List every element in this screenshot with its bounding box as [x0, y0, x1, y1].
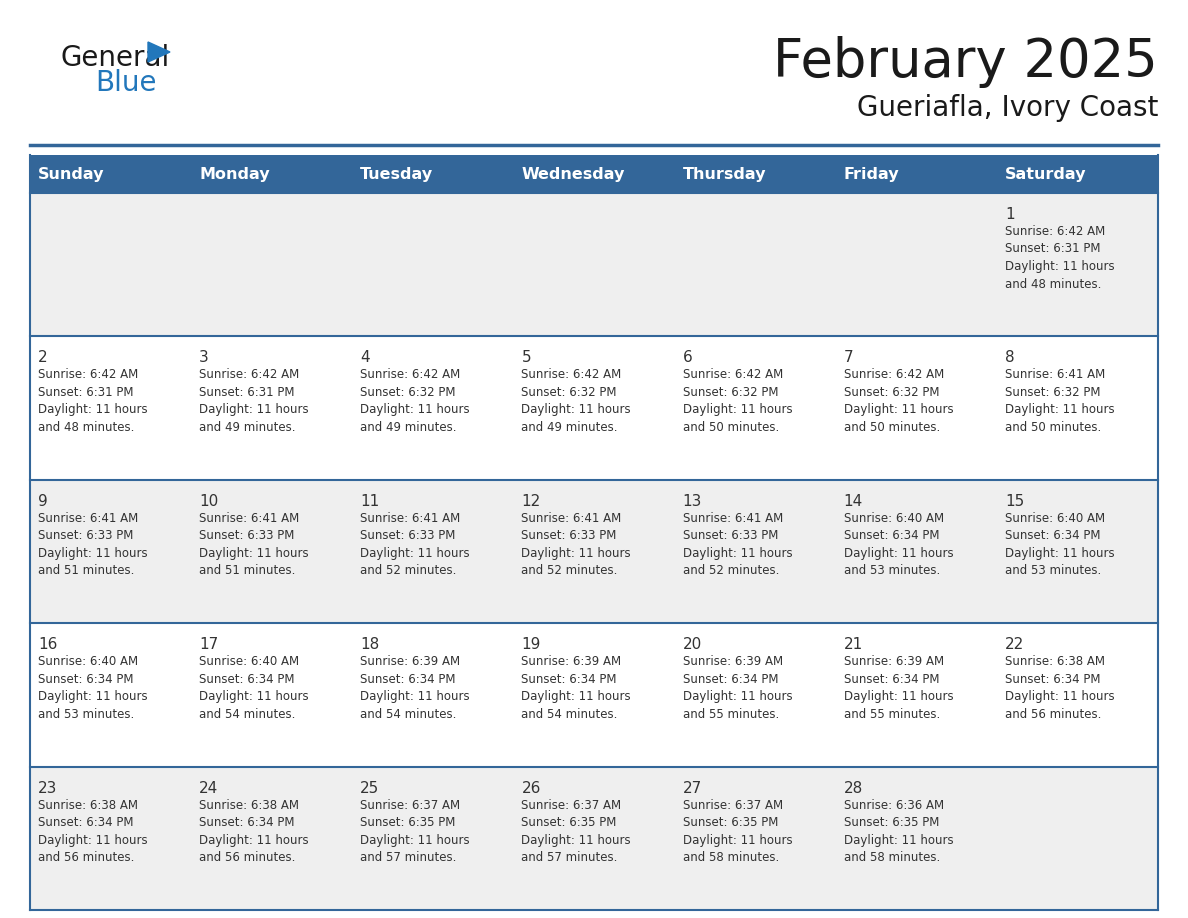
- Bar: [30, 155, 1158, 193]
- Text: 7: 7: [843, 351, 853, 365]
- Bar: [30, 767, 1158, 910]
- Text: 18: 18: [360, 637, 379, 652]
- Text: Sunrise: 6:40 AM
Sunset: 6:34 PM
Daylight: 11 hours
and 53 minutes.: Sunrise: 6:40 AM Sunset: 6:34 PM Dayligh…: [1005, 512, 1114, 577]
- Text: Sunrise: 6:38 AM
Sunset: 6:34 PM
Daylight: 11 hours
and 56 minutes.: Sunrise: 6:38 AM Sunset: 6:34 PM Dayligh…: [1005, 655, 1114, 721]
- Text: 14: 14: [843, 494, 862, 509]
- Text: February 2025: February 2025: [773, 36, 1158, 88]
- Text: Sunrise: 6:38 AM
Sunset: 6:34 PM
Daylight: 11 hours
and 56 minutes.: Sunrise: 6:38 AM Sunset: 6:34 PM Dayligh…: [200, 799, 309, 864]
- Text: Sunrise: 6:41 AM
Sunset: 6:33 PM
Daylight: 11 hours
and 51 minutes.: Sunrise: 6:41 AM Sunset: 6:33 PM Dayligh…: [38, 512, 147, 577]
- Text: 4: 4: [360, 351, 369, 365]
- Text: 25: 25: [360, 780, 379, 796]
- Text: General: General: [61, 44, 169, 72]
- Text: Sunrise: 6:39 AM
Sunset: 6:34 PM
Daylight: 11 hours
and 54 minutes.: Sunrise: 6:39 AM Sunset: 6:34 PM Dayligh…: [360, 655, 470, 721]
- Text: Sunrise: 6:40 AM
Sunset: 6:34 PM
Daylight: 11 hours
and 54 minutes.: Sunrise: 6:40 AM Sunset: 6:34 PM Dayligh…: [200, 655, 309, 721]
- Text: Sunrise: 6:39 AM
Sunset: 6:34 PM
Daylight: 11 hours
and 55 minutes.: Sunrise: 6:39 AM Sunset: 6:34 PM Dayligh…: [683, 655, 792, 721]
- Text: Blue: Blue: [95, 69, 157, 97]
- Text: 28: 28: [843, 780, 862, 796]
- Text: Sunrise: 6:41 AM
Sunset: 6:33 PM
Daylight: 11 hours
and 52 minutes.: Sunrise: 6:41 AM Sunset: 6:33 PM Dayligh…: [522, 512, 631, 577]
- Text: 8: 8: [1005, 351, 1015, 365]
- Text: Sunrise: 6:39 AM
Sunset: 6:34 PM
Daylight: 11 hours
and 54 minutes.: Sunrise: 6:39 AM Sunset: 6:34 PM Dayligh…: [522, 655, 631, 721]
- Polygon shape: [148, 42, 170, 62]
- Text: 20: 20: [683, 637, 702, 652]
- Text: Sunrise: 6:42 AM
Sunset: 6:31 PM
Daylight: 11 hours
and 48 minutes.: Sunrise: 6:42 AM Sunset: 6:31 PM Dayligh…: [1005, 225, 1114, 290]
- Text: Sunrise: 6:40 AM
Sunset: 6:34 PM
Daylight: 11 hours
and 53 minutes.: Sunrise: 6:40 AM Sunset: 6:34 PM Dayligh…: [843, 512, 953, 577]
- Text: 23: 23: [38, 780, 57, 796]
- Text: Monday: Monday: [200, 166, 270, 182]
- Text: Sunrise: 6:39 AM
Sunset: 6:34 PM
Daylight: 11 hours
and 55 minutes.: Sunrise: 6:39 AM Sunset: 6:34 PM Dayligh…: [843, 655, 953, 721]
- Text: Sunrise: 6:37 AM
Sunset: 6:35 PM
Daylight: 11 hours
and 57 minutes.: Sunrise: 6:37 AM Sunset: 6:35 PM Dayligh…: [522, 799, 631, 864]
- Text: Gueriafla, Ivory Coast: Gueriafla, Ivory Coast: [857, 94, 1158, 122]
- Text: Sunrise: 6:41 AM
Sunset: 6:32 PM
Daylight: 11 hours
and 50 minutes.: Sunrise: 6:41 AM Sunset: 6:32 PM Dayligh…: [1005, 368, 1114, 434]
- Bar: [30, 193, 1158, 336]
- Text: 27: 27: [683, 780, 702, 796]
- Text: 1: 1: [1005, 207, 1015, 222]
- Text: 12: 12: [522, 494, 541, 509]
- Text: 21: 21: [843, 637, 862, 652]
- Text: 11: 11: [360, 494, 379, 509]
- Text: Sunday: Sunday: [38, 166, 105, 182]
- Text: Sunrise: 6:42 AM
Sunset: 6:32 PM
Daylight: 11 hours
and 49 minutes.: Sunrise: 6:42 AM Sunset: 6:32 PM Dayligh…: [360, 368, 470, 434]
- Text: 3: 3: [200, 351, 209, 365]
- Text: Sunrise: 6:42 AM
Sunset: 6:32 PM
Daylight: 11 hours
and 50 minutes.: Sunrise: 6:42 AM Sunset: 6:32 PM Dayligh…: [843, 368, 953, 434]
- Text: Sunrise: 6:42 AM
Sunset: 6:31 PM
Daylight: 11 hours
and 49 minutes.: Sunrise: 6:42 AM Sunset: 6:31 PM Dayligh…: [200, 368, 309, 434]
- Text: Sunrise: 6:40 AM
Sunset: 6:34 PM
Daylight: 11 hours
and 53 minutes.: Sunrise: 6:40 AM Sunset: 6:34 PM Dayligh…: [38, 655, 147, 721]
- Text: Sunrise: 6:38 AM
Sunset: 6:34 PM
Daylight: 11 hours
and 56 minutes.: Sunrise: 6:38 AM Sunset: 6:34 PM Dayligh…: [38, 799, 147, 864]
- Text: 16: 16: [38, 637, 57, 652]
- Text: Saturday: Saturday: [1005, 166, 1086, 182]
- Text: 13: 13: [683, 494, 702, 509]
- Bar: [30, 623, 1158, 767]
- Text: Sunrise: 6:36 AM
Sunset: 6:35 PM
Daylight: 11 hours
and 58 minutes.: Sunrise: 6:36 AM Sunset: 6:35 PM Dayligh…: [843, 799, 953, 864]
- Text: 24: 24: [200, 780, 219, 796]
- Text: Sunrise: 6:42 AM
Sunset: 6:32 PM
Daylight: 11 hours
and 49 minutes.: Sunrise: 6:42 AM Sunset: 6:32 PM Dayligh…: [522, 368, 631, 434]
- Text: Sunrise: 6:41 AM
Sunset: 6:33 PM
Daylight: 11 hours
and 51 minutes.: Sunrise: 6:41 AM Sunset: 6:33 PM Dayligh…: [200, 512, 309, 577]
- Text: 5: 5: [522, 351, 531, 365]
- Text: 26: 26: [522, 780, 541, 796]
- Text: Sunrise: 6:37 AM
Sunset: 6:35 PM
Daylight: 11 hours
and 58 minutes.: Sunrise: 6:37 AM Sunset: 6:35 PM Dayligh…: [683, 799, 792, 864]
- Text: 19: 19: [522, 637, 541, 652]
- Bar: [30, 480, 1158, 623]
- Text: 9: 9: [38, 494, 48, 509]
- Text: Sunrise: 6:37 AM
Sunset: 6:35 PM
Daylight: 11 hours
and 57 minutes.: Sunrise: 6:37 AM Sunset: 6:35 PM Dayligh…: [360, 799, 470, 864]
- Text: 15: 15: [1005, 494, 1024, 509]
- Text: 22: 22: [1005, 637, 1024, 652]
- Text: Sunrise: 6:42 AM
Sunset: 6:32 PM
Daylight: 11 hours
and 50 minutes.: Sunrise: 6:42 AM Sunset: 6:32 PM Dayligh…: [683, 368, 792, 434]
- Text: Sunrise: 6:42 AM
Sunset: 6:31 PM
Daylight: 11 hours
and 48 minutes.: Sunrise: 6:42 AM Sunset: 6:31 PM Dayligh…: [38, 368, 147, 434]
- Text: Sunrise: 6:41 AM
Sunset: 6:33 PM
Daylight: 11 hours
and 52 minutes.: Sunrise: 6:41 AM Sunset: 6:33 PM Dayligh…: [683, 512, 792, 577]
- Text: Sunrise: 6:41 AM
Sunset: 6:33 PM
Daylight: 11 hours
and 52 minutes.: Sunrise: 6:41 AM Sunset: 6:33 PM Dayligh…: [360, 512, 470, 577]
- Text: 6: 6: [683, 351, 693, 365]
- Text: Wednesday: Wednesday: [522, 166, 625, 182]
- Text: Thursday: Thursday: [683, 166, 766, 182]
- Text: 10: 10: [200, 494, 219, 509]
- Text: 2: 2: [38, 351, 48, 365]
- Text: 17: 17: [200, 637, 219, 652]
- Bar: [30, 336, 1158, 480]
- Text: Friday: Friday: [843, 166, 899, 182]
- Text: Tuesday: Tuesday: [360, 166, 434, 182]
